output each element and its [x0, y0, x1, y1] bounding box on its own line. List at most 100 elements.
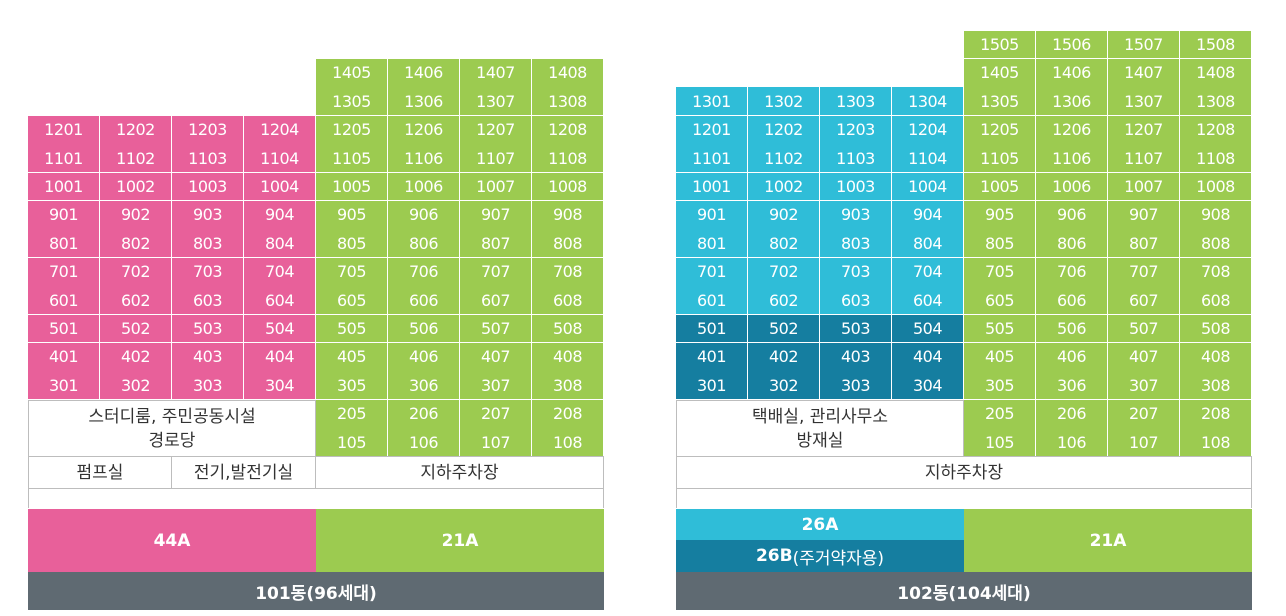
building-102-parking-label: 지하주차장 [676, 456, 1252, 489]
b102-unit-1301: 1301 [676, 87, 748, 117]
b102-unit-903: 903 [820, 200, 892, 230]
b101-unit-402: 402 [100, 342, 172, 372]
b101-unit-302: 302 [100, 371, 172, 401]
b102-unit-1001: 1001 [676, 172, 748, 202]
b102-unit-1406: 1406 [1036, 58, 1108, 88]
b101-unit-306: 306 [388, 371, 460, 401]
b101-unit-602: 602 [100, 286, 172, 315]
b102-unit-1302: 1302 [748, 87, 820, 117]
b102-unit-205: 205 [964, 399, 1036, 429]
building-102-right-rule [1251, 488, 1252, 508]
b101-unit-608: 608 [532, 286, 604, 315]
b101-unit-108: 108 [532, 428, 604, 457]
b101-unit-1201: 1201 [28, 115, 100, 145]
b102-unit-508: 508 [1180, 314, 1252, 344]
b102-unit-107: 107 [1108, 428, 1180, 457]
b102-unit-1005: 1005 [964, 172, 1036, 202]
b102-unit-907: 907 [1108, 200, 1180, 230]
b101-unit-303: 303 [172, 371, 244, 401]
b102-unit-1202: 1202 [748, 115, 820, 145]
b102-unit-603: 603 [820, 286, 892, 315]
building-101-type-21a-band: 21A [316, 509, 604, 572]
b101-unit-606: 606 [388, 286, 460, 315]
b102-unit-108: 108 [1180, 428, 1252, 457]
b101-unit-505: 505 [316, 314, 388, 344]
b101-unit-805: 805 [316, 229, 388, 259]
b102-unit-802: 802 [748, 229, 820, 259]
b102-unit-803: 803 [820, 229, 892, 259]
b102-unit-702: 702 [748, 257, 820, 287]
b102-unit-704: 704 [892, 257, 964, 287]
b102-unit-1101: 1101 [676, 144, 748, 173]
b102-unit-608: 608 [1180, 286, 1252, 315]
b101-unit-107: 107 [460, 428, 532, 457]
b101-unit-804: 804 [244, 229, 316, 259]
b102-unit-901: 901 [676, 200, 748, 230]
building-101-type-44a-band: 44A [28, 509, 316, 572]
b101-unit-1306: 1306 [388, 87, 460, 117]
b102-unit-607: 607 [1108, 286, 1180, 315]
b101-unit-806: 806 [388, 229, 460, 259]
b101-unit-1307: 1307 [460, 87, 532, 117]
b101-unit-1206: 1206 [388, 115, 460, 145]
b101-unit-603: 603 [172, 286, 244, 315]
b101-unit-1103: 1103 [172, 144, 244, 173]
building-101-right-rule [603, 488, 604, 508]
b101-unit-801: 801 [28, 229, 100, 259]
b102-unit-804: 804 [892, 229, 964, 259]
b102-unit-703: 703 [820, 257, 892, 287]
b102-unit-505: 505 [964, 314, 1036, 344]
building-102-left-rule [676, 488, 677, 508]
b102-unit-1304: 1304 [892, 87, 964, 117]
b102-unit-902: 902 [748, 200, 820, 230]
building-102-title: 102동(104세대) [676, 572, 1252, 610]
b102-unit-1206: 1206 [1036, 115, 1108, 145]
b101-unit-701: 701 [28, 257, 100, 287]
b101-unit-106: 106 [388, 428, 460, 457]
building-102-facility-line1: 택배실, 관리사무소 [752, 406, 888, 427]
b102-unit-208: 208 [1180, 399, 1252, 429]
b102-unit-1105: 1105 [964, 144, 1036, 173]
building-102-facility-line2: 방재실 [796, 430, 844, 451]
building-101-left-rule [28, 488, 29, 508]
b101-unit-405: 405 [316, 342, 388, 372]
b101-unit-401: 401 [28, 342, 100, 372]
b101-unit-1001: 1001 [28, 172, 100, 202]
b101-unit-503: 503 [172, 314, 244, 344]
b101-unit-207: 207 [460, 399, 532, 429]
b102-unit-1308: 1308 [1180, 87, 1252, 117]
b102-unit-1002: 1002 [748, 172, 820, 202]
b101-unit-902: 902 [100, 200, 172, 230]
b101-unit-305: 305 [316, 371, 388, 401]
b101-unit-403: 403 [172, 342, 244, 372]
b102-unit-808: 808 [1180, 229, 1252, 259]
b101-unit-1406: 1406 [388, 58, 460, 88]
b102-unit-706: 706 [1036, 257, 1108, 287]
b102-unit-1107: 1107 [1108, 144, 1180, 173]
b101-unit-1107: 1107 [460, 144, 532, 173]
building-102-type-26b-band: 26B (주거약자용) [676, 540, 964, 572]
b102-unit-105: 105 [964, 428, 1036, 457]
b101-unit-206: 206 [388, 399, 460, 429]
b102-unit-502: 502 [748, 314, 820, 344]
b102-unit-503: 503 [820, 314, 892, 344]
b101-unit-707: 707 [460, 257, 532, 287]
b101-unit-1308: 1308 [532, 87, 604, 117]
b101-unit-408: 408 [532, 342, 604, 372]
building-101-facility-line1: 스터디룸, 주민공동시설 [88, 406, 256, 427]
b101-unit-501: 501 [28, 314, 100, 344]
b102-unit-1004: 1004 [892, 172, 964, 202]
b101-unit-1108: 1108 [532, 144, 604, 173]
b102-unit-707: 707 [1108, 257, 1180, 287]
b102-unit-606: 606 [1036, 286, 1108, 315]
b101-unit-1002: 1002 [100, 172, 172, 202]
b102-unit-908: 908 [1180, 200, 1252, 230]
b101-unit-1102: 1102 [100, 144, 172, 173]
b102-unit-1104: 1104 [892, 144, 964, 173]
b102-unit-1008: 1008 [1180, 172, 1252, 202]
b101-unit-1204: 1204 [244, 115, 316, 145]
b101-unit-105: 105 [316, 428, 388, 457]
b101-unit-808: 808 [532, 229, 604, 259]
b101-unit-1207: 1207 [460, 115, 532, 145]
b101-unit-308: 308 [532, 371, 604, 401]
